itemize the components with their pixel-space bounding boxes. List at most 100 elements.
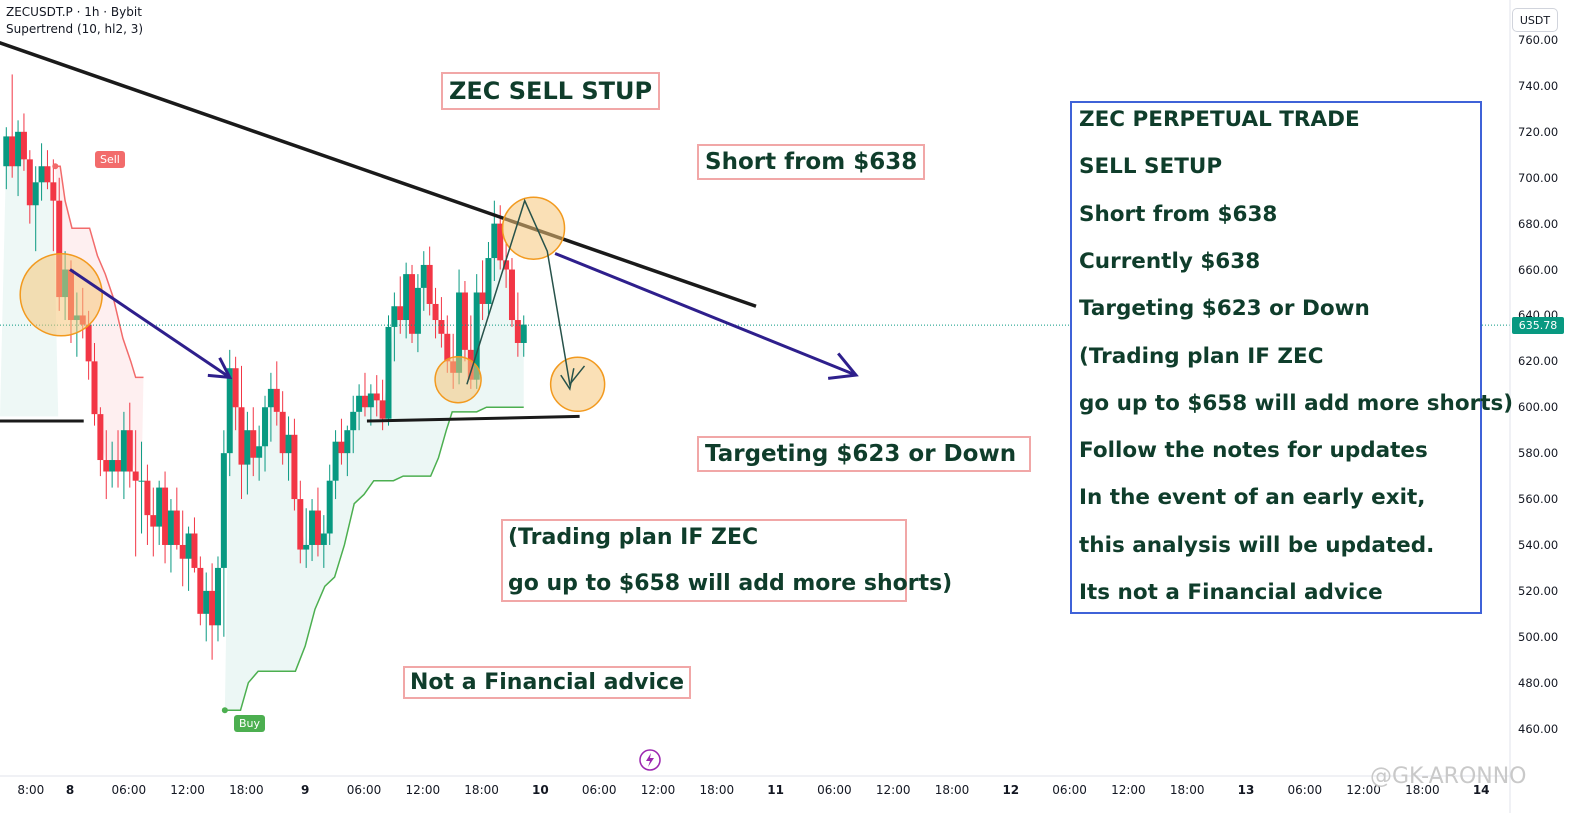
time-tick-label: 06:00 [817,783,852,797]
candle-body [156,487,163,527]
candle-body [256,446,263,458]
candle-body [379,400,386,419]
buy-signal-dot [221,707,228,714]
time-tick-label: 12:00 [1111,783,1146,797]
candle-body [350,411,357,431]
candle-body [191,533,198,568]
resistance-trendline [0,41,757,308]
candle-body [138,480,145,482]
candle-body [503,260,510,270]
candle-body [226,368,233,454]
candle-body [297,499,304,550]
candle-body [367,393,374,408]
time-tick-label: 06:00 [1052,783,1087,797]
candle-body [444,333,451,362]
price-tick-label: 720.00 [1518,124,1559,139]
notes-line: Follow the notes for updates [1079,438,1428,464]
indicator-legend[interactable]: Supertrend (10, hl2, 3) [6,22,144,36]
candle-body [461,292,468,350]
notes-line: SELL SETUP [1079,154,1223,180]
highlight-circle-bottom [434,355,482,404]
candle-body [426,264,433,304]
candle-body [115,460,122,472]
support-line-right [366,414,580,423]
time-tick-label: 18:00 [229,783,264,797]
candle-body [291,434,298,500]
candle-body [9,136,16,167]
candle-body [179,544,186,559]
notes-box[interactable]: ZEC PERPETUAL TRADE SELL SETUP Short from … [1070,101,1513,614]
candle-body [338,441,345,454]
candle-body [285,434,292,454]
trading-plan-line-2: go up to $658 will add more shorts) [508,571,953,596]
candle-body [344,430,351,454]
price-tick-label: 700.00 [1518,170,1559,185]
price-tick-label: 620.00 [1518,354,1559,369]
time-tick-label: 13 [1237,783,1255,797]
candle-body [238,407,245,465]
price-tick-label: 680.00 [1518,216,1559,231]
time-tick-label: 12:00 [640,783,676,797]
time-tick-label: 18:00 [1405,783,1440,797]
watermark: @GK-ARONNO [1370,764,1527,789]
time-tick-label: 18:00 [699,783,735,797]
price-tick-label: 500.00 [1518,629,1559,644]
short-from-label[interactable]: Short from $638 [697,144,926,180]
sell-signal-dot [52,163,59,170]
notes-line: Its not a Financial advice [1079,580,1383,605]
current-price-label: 635.78 [1512,317,1564,334]
notes-line: (Trading plan IF ZEC [1079,343,1324,369]
candle-body [232,368,239,408]
candle-body [314,510,321,545]
candle-body [438,320,445,334]
candle-body [203,590,210,614]
candle-body [309,510,316,545]
arrow-shaft [69,268,231,379]
price-tick-label: 600.00 [1518,400,1559,415]
time-tick-label: 8:00 [17,783,45,797]
candle-body [103,460,110,472]
zigzag-arrow-head [560,368,575,391]
time-tick-label: 12 [1002,783,1020,797]
arrow-shaft [554,252,857,377]
notes-line: this analysis will be updated. [1079,532,1435,558]
notes-line: Currently $638 [1079,248,1261,274]
candle-body [38,166,45,183]
time-tick-label: 18:00 [1169,783,1205,797]
candle-body [214,567,221,626]
candle-body [303,544,310,550]
candle-body [356,395,363,412]
notes-line: Short from $638 [1079,201,1278,227]
lightning-icon[interactable] [638,748,662,772]
time-tick-label: 10 [532,783,549,797]
price-tick-label: 740.00 [1518,78,1559,93]
price-tick-label: 580.00 [1518,446,1559,461]
time-tick-label: 12:00 [405,783,441,797]
price-tick-label: 760.00 [1518,33,1559,47]
setup-title-label[interactable]: ZEC SELL STUP [441,72,661,110]
candle-body [167,510,174,545]
time-tick-label: 12:00 [875,783,911,797]
candle-body [144,480,151,516]
trading-plan-label[interactable]: (Trading plan IF ZEC go up to $658 will … [501,519,952,602]
not-advice-label[interactable]: Not a Financial advice [403,666,692,699]
candle-body [385,326,392,419]
price-tick-label: 560.00 [1518,492,1559,507]
candle-body [267,388,274,408]
candle-body [250,430,257,458]
notes-line: In the event of an early exit, [1079,485,1426,511]
currency-button[interactable]: USDT [1512,8,1558,32]
candle-body [44,166,51,183]
candle-body [132,471,139,481]
candle-body [220,453,227,568]
candle-body [397,306,404,321]
candle-body [479,292,486,304]
candle-body [3,136,10,167]
targeting-label[interactable]: Targeting $623 or Down [697,436,1032,472]
candle-body [485,258,492,304]
time-tick-label: 12:00 [1346,783,1381,797]
trading-plan-line-1: (Trading plan IF ZEC [508,525,759,550]
buy-signal-tag: Buy [234,715,266,732]
candle-body [244,430,251,465]
